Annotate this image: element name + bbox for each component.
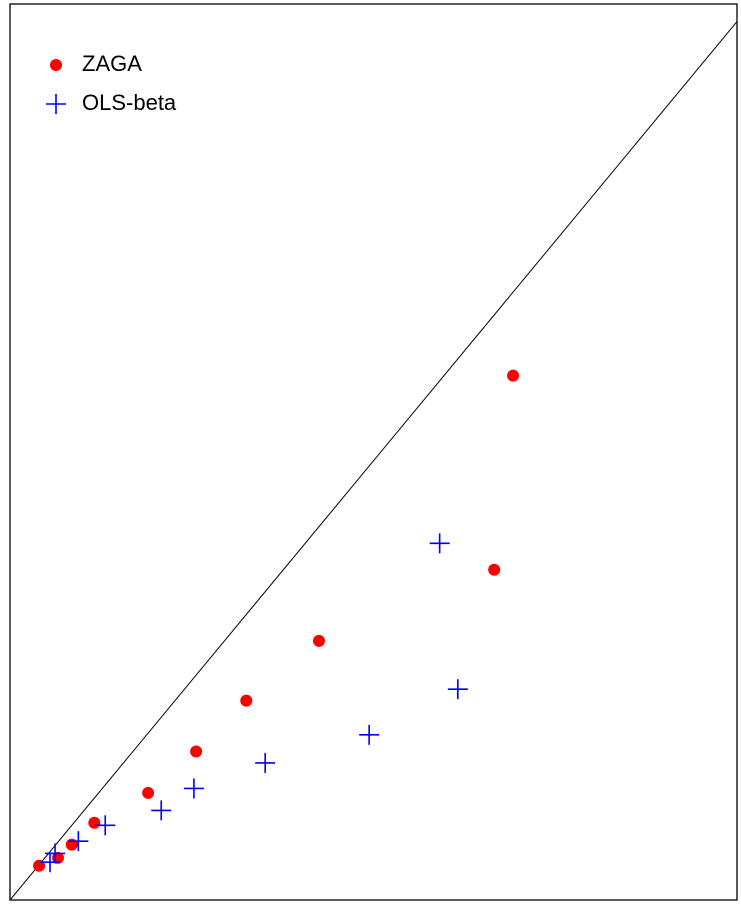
point (429, 533, 450, 554)
point (312, 634, 325, 647)
point (183, 778, 204, 799)
point (255, 752, 276, 773)
point (151, 800, 172, 821)
point (447, 679, 468, 700)
point (359, 724, 380, 745)
legend-marker (50, 59, 62, 71)
point (142, 786, 155, 799)
point (507, 369, 520, 382)
point (68, 831, 89, 852)
legend-label: ZAGA (82, 51, 142, 76)
legend-label: OLS-beta (82, 90, 177, 115)
point (190, 745, 203, 758)
point (240, 694, 253, 707)
point (488, 563, 501, 576)
point (45, 843, 66, 864)
plot-frame (9, 3, 738, 901)
point (39, 852, 60, 873)
point (95, 815, 116, 836)
legend-marker (46, 94, 66, 114)
point (88, 816, 101, 829)
reference-line (9, 21, 738, 901)
